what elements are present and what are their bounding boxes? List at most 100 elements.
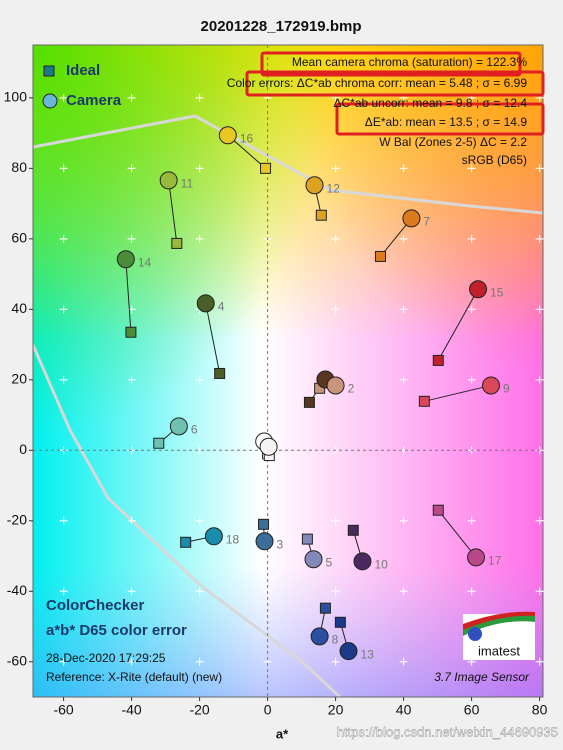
grid-cross (59, 164, 68, 173)
grid-cross (59, 516, 68, 525)
point-label: 4 (218, 300, 225, 314)
camera-point (481, 376, 500, 395)
grid-cross (195, 657, 204, 666)
grid-cross (195, 164, 204, 173)
grid-cross (127, 587, 136, 596)
logo: imatest (463, 611, 535, 660)
camera-point (204, 527, 223, 546)
grid-cross (399, 305, 408, 314)
grid-cross (331, 234, 340, 243)
grid-cross (331, 305, 340, 314)
error-connector (168, 180, 178, 244)
plot-background (33, 45, 543, 697)
grid-cross (331, 164, 340, 173)
grid-cross (467, 375, 476, 384)
ideal-point (180, 536, 192, 548)
x-tick-label: 80 (532, 702, 548, 718)
point-label: 5 (326, 555, 333, 569)
grid-cross (331, 657, 340, 666)
grid-cross (535, 516, 544, 525)
y-tick-label: -40 (7, 582, 27, 598)
grid-cross (467, 164, 476, 173)
error-connector (125, 259, 132, 333)
x-tick-label: 0 (264, 702, 272, 718)
legend-label: Camera (66, 92, 122, 109)
y-tick-label: 60 (11, 230, 27, 246)
grid-cross (467, 516, 476, 525)
x-tick-label: 60 (464, 702, 480, 718)
chart-title: 20201228_172919.bmp (201, 18, 362, 35)
camera-point (305, 176, 324, 195)
error-connector (424, 384, 492, 402)
grid-cross (59, 587, 68, 596)
ideal-point (260, 162, 272, 174)
point-label: 7 (423, 215, 430, 229)
y-tick-label: -20 (7, 511, 27, 527)
grid-cross (127, 657, 136, 666)
point-label: 12 (327, 181, 341, 195)
camera-point (116, 250, 135, 269)
footer-text: a*b* D65 color error (46, 622, 187, 639)
plot-frame (32, 44, 544, 698)
y-tick-label: 20 (11, 371, 27, 387)
grid-cross (331, 516, 340, 525)
camera-point (259, 437, 278, 456)
camera-point (339, 642, 358, 661)
point-label: 16 (240, 131, 254, 145)
point-label: 15 (490, 285, 504, 299)
point-label: 8 (332, 633, 339, 647)
logo-text: imatest (478, 643, 520, 658)
grid-cross (535, 587, 544, 596)
error-connector (437, 509, 477, 558)
watermark: https://blog.csdn.net/weixin_44690935 (337, 724, 558, 739)
grid-cross (467, 587, 476, 596)
camera-point (469, 280, 488, 299)
grid-cross (195, 234, 204, 243)
point-label: 18 (226, 532, 240, 546)
grid-cross (399, 516, 408, 525)
grid-cross (467, 234, 476, 243)
footer-text: ColorChecker (46, 597, 145, 614)
y-tick-label: 100 (4, 89, 28, 105)
ideal-point (374, 250, 386, 262)
grid-cross (195, 587, 204, 596)
highlight-boxes (245, 51, 545, 136)
ideal-point (432, 354, 444, 366)
camera-point (255, 532, 274, 551)
ideal-point (303, 396, 315, 408)
annotation: Color errors: ΔC*ab chroma corr: mean = … (227, 76, 528, 90)
point-label: 14 (138, 255, 152, 269)
annotation: sRGB (D65) (462, 153, 527, 167)
camera-point (169, 417, 188, 436)
error-connector (437, 288, 479, 361)
footer-text: 28-Dec-2020 17:29:25 (46, 651, 166, 665)
legend-marker (43, 65, 55, 77)
grid-cross (399, 164, 408, 173)
ideal-point (347, 524, 359, 536)
point-label: 17 (488, 554, 502, 568)
y-tick-label: -60 (7, 652, 27, 668)
y-tick-label: 0 (19, 441, 27, 457)
camera-point (159, 171, 178, 190)
ideal-point (171, 237, 183, 249)
grid-cross (195, 375, 204, 384)
camera-point (326, 376, 345, 395)
footer-right: 3.7 Image Sensor (434, 670, 530, 684)
grid-cross (59, 93, 68, 102)
grid-cross (399, 587, 408, 596)
x-tick-label: 20 (328, 702, 344, 718)
grid-cross (399, 375, 408, 384)
grid-cross (331, 587, 340, 596)
footer-text: Reference: X-Rite (default) (new) (46, 670, 222, 684)
ideal-point (214, 367, 226, 379)
ideal-point (432, 504, 444, 516)
grid-cross (399, 657, 408, 666)
ideal-point (319, 602, 331, 614)
ideal-point (334, 616, 346, 628)
annotation: Mean camera chroma (saturation) = 122.3% (292, 55, 527, 69)
grid-cross (535, 657, 544, 666)
annotation: ΔC*ab uncorr: mean = 9.8 ; σ = 12.4 (333, 96, 527, 110)
x-tick-label: -60 (53, 702, 73, 718)
ideal-point (315, 209, 327, 221)
